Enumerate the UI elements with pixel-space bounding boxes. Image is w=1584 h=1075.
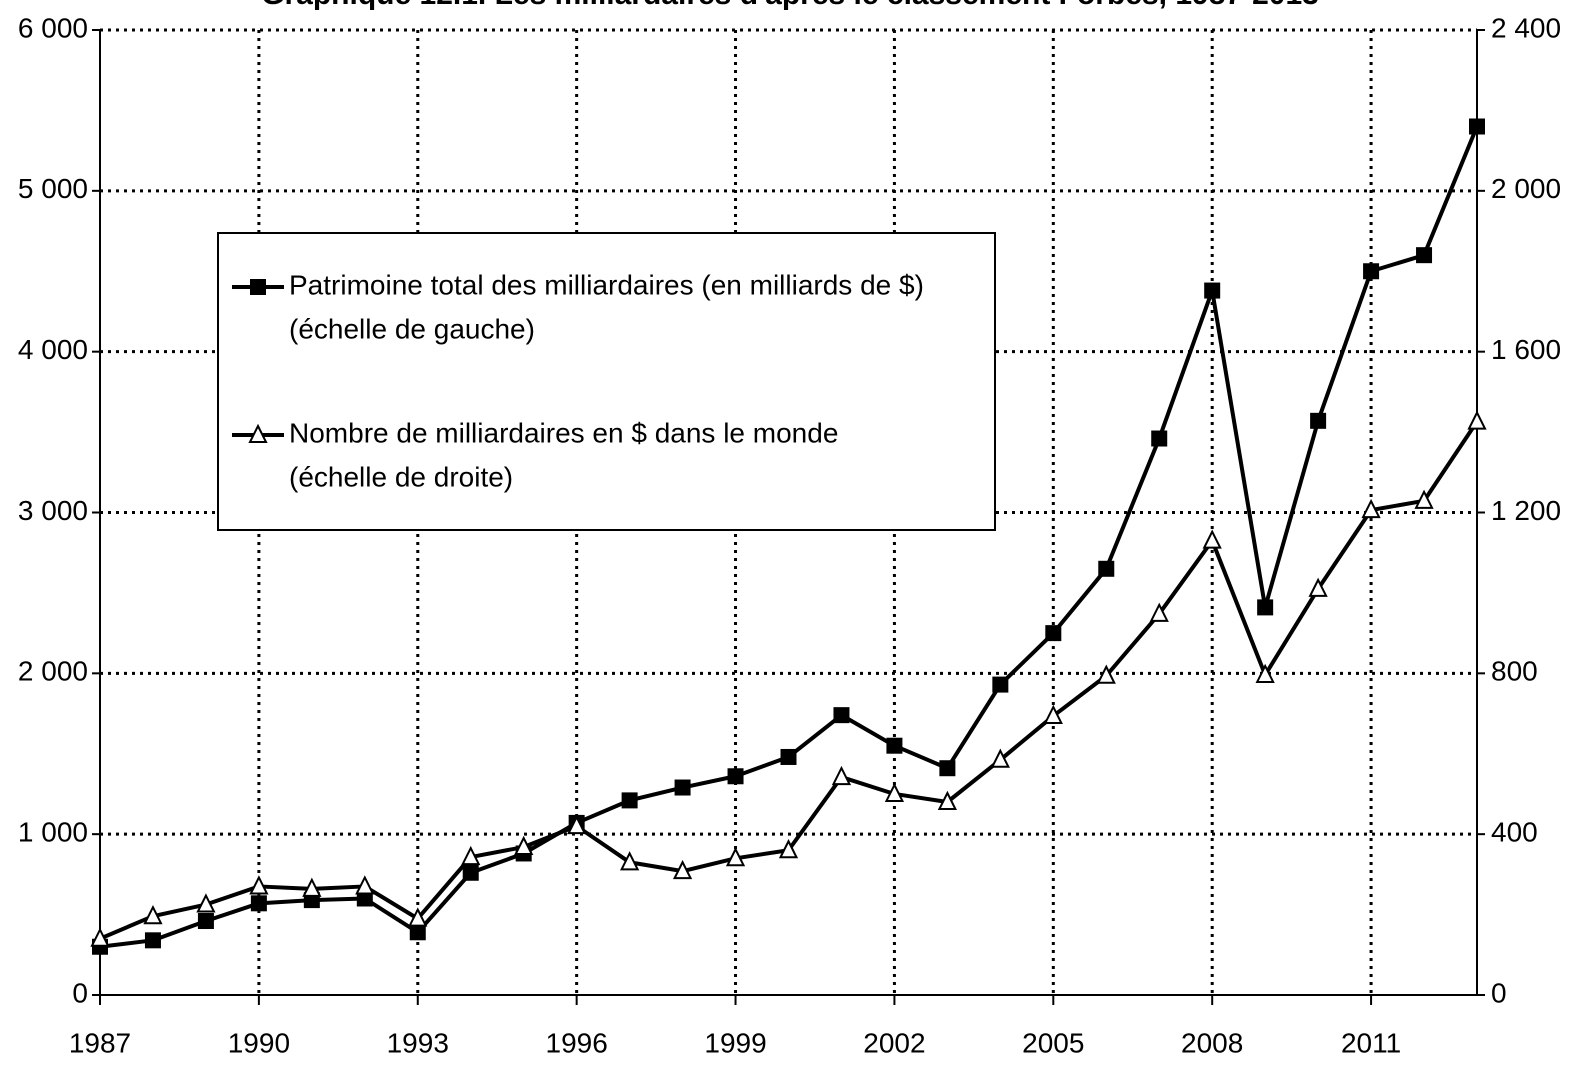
legend-label: Patrimoine total des milliardaires (en m… xyxy=(289,269,924,300)
x-tick-label: 1993 xyxy=(387,1027,449,1058)
marker xyxy=(831,765,852,786)
marker xyxy=(355,875,375,895)
marker xyxy=(250,895,267,912)
marker xyxy=(1361,498,1381,519)
x-tick-label: 1996 xyxy=(546,1027,608,1058)
marker xyxy=(196,893,216,913)
marker xyxy=(884,782,905,802)
marker xyxy=(619,851,640,871)
x-tick-label: 1999 xyxy=(704,1027,766,1058)
marker xyxy=(833,707,850,724)
legend-label: Nombre de milliardaires en $ dans le mon… xyxy=(289,417,838,448)
y-tick-label: 6 000 xyxy=(18,12,88,43)
marker xyxy=(1204,282,1221,299)
marker xyxy=(90,927,110,947)
marker xyxy=(1149,602,1169,622)
marker xyxy=(1098,560,1115,577)
marker xyxy=(780,748,797,765)
y2-tick-label: 2 400 xyxy=(1491,12,1561,43)
marker xyxy=(462,864,479,881)
y2-tick-label: 1 200 xyxy=(1491,495,1561,526)
marker xyxy=(197,913,214,930)
y-tick-label: 3 000 xyxy=(18,495,88,526)
marker xyxy=(886,737,903,754)
marker xyxy=(778,839,799,859)
marker xyxy=(1202,529,1222,549)
marker xyxy=(1416,247,1433,264)
y2-tick-label: 400 xyxy=(1491,817,1538,848)
y-tick-label: 4 000 xyxy=(18,334,88,365)
x-tick-label: 1990 xyxy=(228,1027,290,1058)
marker xyxy=(674,779,691,796)
x-tick-label: 2008 xyxy=(1181,1027,1243,1058)
y-tick-label: 1 000 xyxy=(18,817,88,848)
marker xyxy=(461,845,481,866)
marker xyxy=(302,877,322,897)
y-tick-label: 0 xyxy=(72,977,88,1008)
y2-tick-label: 800 xyxy=(1491,656,1538,687)
y2-tick-label: 2 000 xyxy=(1491,173,1561,204)
marker xyxy=(992,676,1009,693)
marker xyxy=(567,814,587,835)
marker xyxy=(248,423,268,443)
marker xyxy=(1363,263,1380,280)
x-tick-label: 2005 xyxy=(1022,1027,1084,1058)
marker xyxy=(990,748,1010,768)
y-tick-label: 5 000 xyxy=(18,173,88,204)
y2-tick-label: 1 600 xyxy=(1491,334,1561,365)
marker xyxy=(1045,625,1062,642)
marker xyxy=(727,768,744,785)
x-tick-label: 2002 xyxy=(863,1027,925,1058)
marker xyxy=(939,760,956,777)
marker xyxy=(250,279,266,295)
marker xyxy=(409,924,426,941)
marker xyxy=(144,932,161,949)
marker xyxy=(1310,412,1327,429)
markers xyxy=(90,410,1487,947)
marker xyxy=(1308,577,1328,597)
marker xyxy=(1151,430,1168,447)
x-tick-label: 1987 xyxy=(69,1027,131,1058)
legend-box xyxy=(217,232,996,531)
marker xyxy=(249,875,269,895)
marker xyxy=(1467,410,1487,430)
marker xyxy=(1469,118,1485,135)
marker xyxy=(1096,664,1116,684)
marker xyxy=(1414,489,1434,509)
marker xyxy=(356,890,373,907)
y-tick-label: 2 000 xyxy=(18,656,88,687)
y2-tick-label: 0 xyxy=(1491,977,1507,1008)
marker xyxy=(1257,599,1274,616)
legend: Patrimoine total des milliardaires (en m… xyxy=(217,232,996,531)
marker xyxy=(672,859,693,880)
marker xyxy=(514,835,534,856)
marker xyxy=(1255,663,1275,683)
legend-note: (échelle de droite) xyxy=(289,461,513,492)
x-tick-label: 2011 xyxy=(1341,1027,1401,1058)
marker xyxy=(1043,704,1063,724)
marker xyxy=(725,847,746,867)
marker xyxy=(937,790,958,810)
marker xyxy=(408,907,428,927)
legend-note: (échelle de gauche) xyxy=(289,313,535,344)
marker xyxy=(143,904,163,925)
marker xyxy=(621,792,638,809)
chart-title: Graphique 12.1. Les milliardaires d'aprè… xyxy=(261,0,1319,11)
